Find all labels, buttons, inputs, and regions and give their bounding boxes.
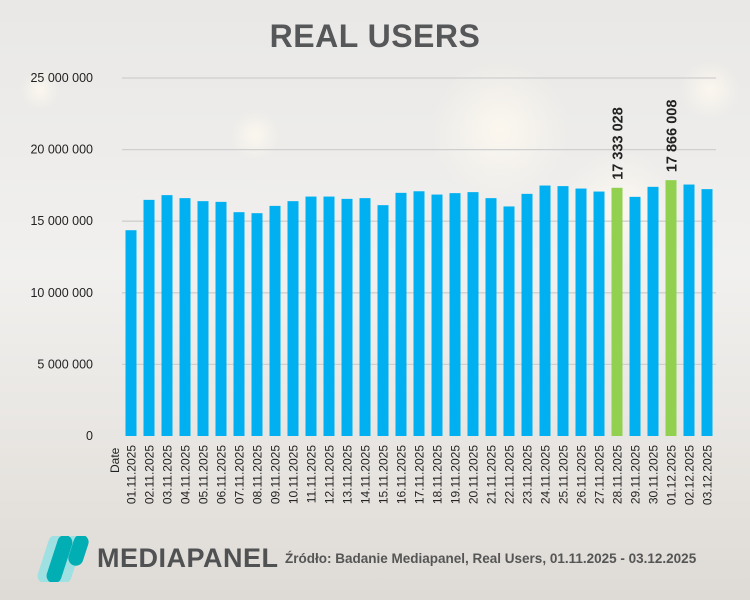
bar-14.11.2025 [359,198,371,436]
x-axis-label: Date [108,447,122,473]
bar-26.11.2025 [575,188,587,436]
bar-25.11.2025 [557,186,569,436]
source-note: Źródło: Badanie Mediapanel, Real Users, … [285,551,697,566]
bar-05.11.2025 [197,201,209,436]
x-tick-label: 13.11.2025 [341,445,355,504]
x-tick-label: 03.12.2025 [701,445,715,505]
bar-04.11.2025 [179,198,191,436]
bar-12.11.2025 [323,196,335,436]
bar-10.11.2025 [287,201,299,436]
x-tick-label: 23.11.2025 [521,445,535,504]
bar-02.11.2025 [143,199,155,436]
bar-16.11.2025 [395,192,407,436]
x-tick-label: 16.11.2025 [395,445,409,504]
x-tick-label: 26.11.2025 [575,445,589,504]
y-tick-label: 15 000 000 [30,214,93,228]
bar-19.11.2025 [449,193,461,436]
x-tick-label: 18.11.2025 [431,445,445,504]
y-axis: 0 5 000 000 10 000 000 15 000 000 20 000 000… [30,71,93,443]
x-tick-label: 14.11.2025 [359,445,373,504]
y-tick-label: 10 000 000 [30,286,93,300]
bar-23.11.2025 [521,193,533,436]
bar-29.11.2025 [629,196,641,436]
x-tick-label: 29.11.2025 [629,445,643,504]
bar-03.11.2025 [161,195,173,436]
bar-18.11.2025 [431,194,443,436]
x-tick-label: 12.11.2025 [323,445,337,504]
x-tick-label: 24.11.2025 [539,445,553,504]
x-tick-label: 02.12.2025 [683,445,697,505]
data-label: 17 333 028 [611,107,627,180]
y-tick-label: 5 000 000 [37,357,93,371]
y-tick-label: 20 000 000 [30,143,93,157]
bar-15.11.2025 [377,205,389,436]
bar-13.11.2025 [341,198,353,436]
data-labels: 17 333 028 17 866 008 [611,100,681,180]
brand-name: MEDIAPANEL [97,543,279,573]
bar-09.11.2025 [269,205,281,436]
bar-28.11.2025 [611,187,623,436]
x-tick-label: 20.11.2025 [467,445,481,504]
x-tick-label: 27.11.2025 [593,445,607,504]
x-tick-label: 28.11.2025 [611,445,625,504]
x-tick-label: 10.11.2025 [287,445,301,504]
x-tick-label: 09.11.2025 [269,445,283,504]
bar-03.12.2025 [701,189,713,436]
data-label: 17 866 008 [665,100,681,173]
x-tick-label: 06.11.2025 [215,445,229,504]
x-tick-label: 05.11.2025 [197,445,211,504]
x-tick-label: 03.11.2025 [161,445,175,504]
bar-27.11.2025 [593,191,605,436]
x-tick-label: 07.11.2025 [233,445,247,504]
bar-21.11.2025 [485,198,497,436]
bar-24.11.2025 [539,185,551,436]
x-tick-label: 17.11.2025 [413,445,427,504]
bar-06.11.2025 [215,201,227,436]
x-axis: 01.11.2025 02.11.2025 03.11.2025 04.11.2025… [125,445,715,505]
x-tick-label: 01.11.2025 [125,445,139,504]
background-bokeh [430,60,570,200]
y-tick-label: 25 000 000 [30,71,93,85]
chart-title: REAL USERS [269,18,481,54]
bar-17.11.2025 [413,191,425,436]
bar-07.11.2025 [233,212,245,436]
x-tick-label: 01.12.2025 [665,445,679,505]
bar-02.12.2025 [683,184,695,436]
x-tick-label: 21.11.2025 [485,445,499,504]
x-tick-label: 19.11.2025 [449,445,463,504]
x-tick-label: 15.11.2025 [377,445,391,504]
bar-01.11.2025 [125,230,137,436]
x-tick-label: 11.11.2025 [305,445,319,504]
background-bokeh [230,110,280,160]
y-tick-label: 0 [86,429,93,443]
bar-11.11.2025 [305,196,317,436]
bar-01.12.2025 [665,180,677,436]
bar-30.11.2025 [647,186,659,436]
x-tick-label: 25.11.2025 [557,445,571,504]
x-tick-label: 04.11.2025 [179,445,193,504]
background-bokeh [680,60,740,120]
x-tick-label: 02.11.2025 [143,445,157,504]
background-bokeh [20,70,60,110]
mediapanel-logo [37,536,89,582]
x-tick-label: 22.11.2025 [503,445,517,504]
bar-20.11.2025 [467,192,479,436]
bar-22.11.2025 [503,206,515,436]
x-tick-label: 08.11.2025 [251,445,265,504]
bars [125,180,713,436]
bar-08.11.2025 [251,213,263,436]
x-tick-label: 30.11.2025 [647,445,661,504]
